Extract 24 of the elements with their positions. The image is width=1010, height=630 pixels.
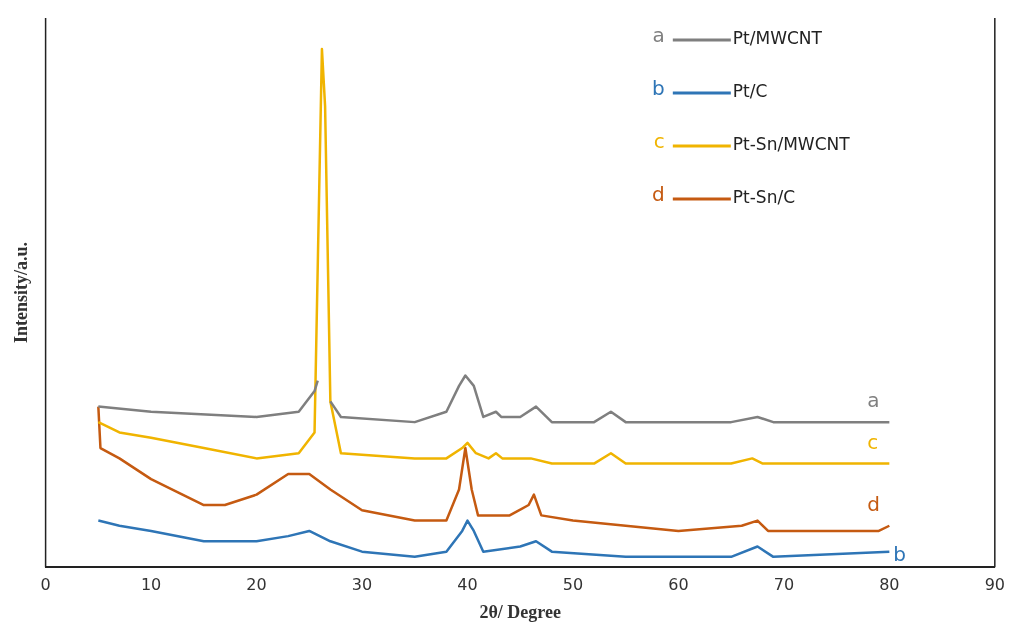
x-tick-label: 10 (140, 574, 162, 594)
x-tick-label: 0 (40, 574, 51, 594)
x-tick-label: 80 (879, 574, 900, 594)
annotation: a (867, 388, 880, 413)
x-tick-label: 50 (562, 574, 584, 594)
legend-label: Pt-Sn/MWCNT (732, 134, 851, 155)
x-tick-label: 70 (773, 574, 795, 594)
legend-label: Pt/C (732, 81, 768, 102)
x-axis-title: 2θ/ Degree (479, 601, 561, 622)
annotation: b (893, 541, 907, 566)
legend-label: Pt-Sn/C (732, 187, 796, 208)
x-tick-label: 40 (457, 574, 478, 594)
x-tick-label: 30 (351, 574, 373, 594)
text: d (652, 182, 665, 207)
legend-label: Pt/MWCNT (732, 28, 823, 49)
annotation: d (867, 491, 881, 516)
text: b (652, 76, 665, 101)
text: c (653, 129, 665, 154)
x-tick-label: 90 (984, 574, 1005, 594)
y-axis-title: Intensity/a.u. (11, 242, 32, 344)
annotation: c (867, 429, 879, 454)
x-tick-label: 60 (668, 574, 689, 594)
text: a (652, 23, 665, 48)
x-tick-label: 20 (246, 574, 267, 594)
